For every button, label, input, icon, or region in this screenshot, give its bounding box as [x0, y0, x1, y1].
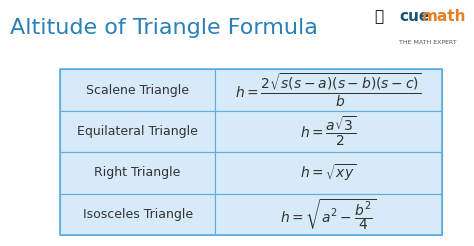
FancyBboxPatch shape	[61, 152, 215, 194]
FancyBboxPatch shape	[61, 69, 215, 111]
FancyBboxPatch shape	[61, 194, 215, 235]
Text: Equilateral Triangle: Equilateral Triangle	[77, 125, 198, 138]
Text: $h = \sqrt{a^2 - \dfrac{b^2}{4}}$: $h = \sqrt{a^2 - \dfrac{b^2}{4}}$	[281, 197, 376, 231]
Text: $h = \dfrac{a\sqrt{3}}{2}$: $h = \dfrac{a\sqrt{3}}{2}$	[300, 115, 356, 148]
FancyBboxPatch shape	[61, 111, 215, 152]
Text: 🚀: 🚀	[374, 9, 383, 24]
Text: Altitude of Triangle Formula: Altitude of Triangle Formula	[10, 18, 319, 38]
FancyBboxPatch shape	[215, 69, 442, 111]
Text: cue: cue	[399, 9, 429, 24]
Text: THE MATH EXPERT: THE MATH EXPERT	[399, 40, 456, 45]
Text: math: math	[421, 9, 466, 24]
FancyBboxPatch shape	[215, 152, 442, 194]
Text: $h = \dfrac{2\sqrt{s(s-a)(s-b)(s-c)}}{b}$: $h = \dfrac{2\sqrt{s(s-a)(s-b)(s-c)}}{b}…	[235, 72, 422, 109]
Text: $h = \sqrt{xy}$: $h = \sqrt{xy}$	[301, 162, 356, 183]
Text: Isosceles Triangle: Isosceles Triangle	[82, 208, 193, 221]
Text: Scalene Triangle: Scalene Triangle	[86, 84, 189, 97]
FancyBboxPatch shape	[215, 194, 442, 235]
FancyBboxPatch shape	[215, 111, 442, 152]
Text: Right Triangle: Right Triangle	[94, 166, 181, 179]
